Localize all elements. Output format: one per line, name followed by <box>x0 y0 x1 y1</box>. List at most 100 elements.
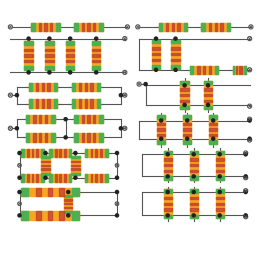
Bar <box>66 54 74 57</box>
Bar <box>82 23 84 31</box>
Circle shape <box>18 214 21 217</box>
Bar <box>55 174 57 182</box>
Bar <box>190 208 198 211</box>
Circle shape <box>206 84 210 87</box>
Bar <box>21 188 28 196</box>
Bar <box>26 115 29 123</box>
Circle shape <box>244 153 247 156</box>
Bar <box>69 149 71 157</box>
Bar <box>48 99 50 108</box>
Bar <box>184 23 187 31</box>
Bar <box>87 133 89 142</box>
Bar <box>48 188 52 196</box>
Bar <box>159 23 162 31</box>
Bar <box>79 83 81 91</box>
Bar <box>90 149 93 157</box>
Bar <box>152 59 160 61</box>
Circle shape <box>244 214 247 217</box>
Bar <box>171 40 180 69</box>
Bar <box>190 197 198 199</box>
Bar <box>32 174 33 182</box>
Bar <box>93 133 95 142</box>
Bar <box>29 83 57 91</box>
Circle shape <box>166 190 169 193</box>
Bar <box>209 115 217 144</box>
Bar <box>82 133 84 142</box>
Circle shape <box>166 214 169 217</box>
Bar <box>202 23 230 31</box>
Bar <box>87 115 89 123</box>
Bar <box>45 41 54 45</box>
Bar <box>180 88 189 90</box>
Bar <box>99 23 103 31</box>
Circle shape <box>95 37 98 40</box>
Bar <box>51 133 55 142</box>
Bar <box>216 202 224 205</box>
Bar <box>157 115 165 119</box>
Circle shape <box>64 118 67 121</box>
Bar <box>49 174 52 182</box>
Bar <box>41 149 43 157</box>
Bar <box>21 149 24 157</box>
Bar <box>36 174 38 182</box>
Bar <box>190 151 198 155</box>
Bar <box>190 164 198 167</box>
Bar <box>74 115 77 123</box>
Bar <box>209 123 217 125</box>
Bar <box>164 151 172 155</box>
Bar <box>209 23 211 31</box>
Bar <box>180 94 189 96</box>
Bar <box>216 170 224 172</box>
Bar <box>152 40 160 43</box>
Bar <box>180 106 189 109</box>
Circle shape <box>18 151 21 155</box>
Bar <box>84 174 108 182</box>
Bar <box>92 60 100 62</box>
Bar <box>93 23 95 31</box>
Bar <box>190 189 198 193</box>
Bar <box>36 99 38 108</box>
Bar <box>44 23 47 31</box>
Bar <box>45 115 47 123</box>
Bar <box>215 23 217 31</box>
Circle shape <box>69 37 72 40</box>
Bar <box>27 149 29 157</box>
Bar <box>60 149 61 157</box>
Bar <box>183 134 191 136</box>
Bar <box>71 161 80 162</box>
Bar <box>233 66 234 74</box>
Bar <box>54 83 57 91</box>
Bar <box>190 151 198 180</box>
Bar <box>54 99 57 108</box>
Bar <box>74 133 103 142</box>
Bar <box>60 174 61 182</box>
Bar <box>24 49 33 51</box>
Bar <box>164 151 172 180</box>
Bar <box>45 133 47 142</box>
Bar <box>152 47 160 50</box>
Bar <box>66 66 74 70</box>
Bar <box>209 66 211 74</box>
Circle shape <box>244 190 247 193</box>
Bar <box>183 123 191 125</box>
Bar <box>71 173 80 175</box>
Bar <box>26 133 55 142</box>
Bar <box>183 115 191 119</box>
Bar <box>216 151 224 155</box>
Circle shape <box>160 137 163 140</box>
Bar <box>39 133 41 142</box>
Bar <box>66 41 74 45</box>
Bar <box>172 23 174 31</box>
Bar <box>171 40 180 43</box>
Circle shape <box>119 127 122 130</box>
Bar <box>26 115 55 123</box>
Bar <box>85 83 87 91</box>
Bar <box>74 23 77 31</box>
Bar <box>95 174 97 182</box>
Bar <box>204 94 212 96</box>
Bar <box>190 170 198 172</box>
Bar <box>105 149 108 157</box>
Bar <box>26 133 29 142</box>
Bar <box>190 176 198 180</box>
Bar <box>74 133 77 142</box>
